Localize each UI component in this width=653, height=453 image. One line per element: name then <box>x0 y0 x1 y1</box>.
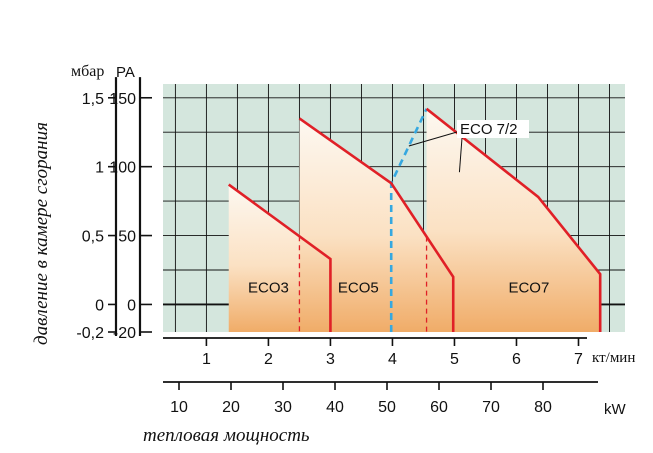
x-tick-label-kw: 10 <box>170 399 188 416</box>
y-tick-label-mbar: 0 <box>95 297 104 314</box>
x-axes: 1 2 3 4 5 6 7 10 20 30 40 50 60 70 80 <box>163 337 598 416</box>
x-tick-label-main: 4 <box>388 351 397 368</box>
series-line-0 <box>227 183 332 332</box>
x-tick-label-main: 3 <box>326 351 335 368</box>
x-tick-label-kw: 50 <box>378 399 396 416</box>
x-unit-main: кт/мин <box>592 350 635 366</box>
x-tick-label-kw: 70 <box>482 399 500 416</box>
y-unit-pa: PA <box>116 64 135 81</box>
x-tick-label-main: 1 <box>202 351 211 368</box>
y-unit-mbar: мбар <box>71 63 104 80</box>
x-tick-label-main: 7 <box>574 351 583 368</box>
y-tick-label-pa: -20 <box>113 325 136 342</box>
y-tick-label-pa: 50 <box>118 229 136 246</box>
annotation-eco72: ECO 7/2 <box>408 120 529 173</box>
series-label-2: ECO7 <box>508 279 549 296</box>
y-tick-label-mbar: 1,5 <box>82 91 104 108</box>
series-splits <box>298 236 428 332</box>
y-axis-title: давление в камере сгорания <box>31 122 52 345</box>
series-label-1: ECO5 <box>338 279 379 296</box>
y-axes: 150 100 50 0 -20 1,5 1 0,5 0 -0,2 <box>76 77 152 342</box>
x-tick-label-kw: 30 <box>274 399 292 416</box>
y-tick-label-pa: 0 <box>127 297 136 314</box>
x-tick-label-kw: 40 <box>326 399 344 416</box>
x-tick-label-main: 5 <box>450 351 459 368</box>
x-tick-label-kw: 60 <box>430 399 448 416</box>
series-labels: ECO3 ECO5 ECO7 <box>248 279 549 296</box>
annotation-leader-2 <box>458 137 463 173</box>
x-tick-label-kw: 20 <box>222 399 240 416</box>
x-tick-label-kw: 80 <box>534 399 552 416</box>
y-tick-label-mbar: 0,5 <box>82 229 104 246</box>
y-tick-label-pa: 100 <box>109 160 136 177</box>
y-tick-label-pa: 150 <box>109 91 136 108</box>
series-area-2 <box>426 108 601 332</box>
annotation-box <box>457 120 529 138</box>
y-tick-label-mbar: 1 <box>95 160 104 177</box>
series-label-0: ECO3 <box>248 279 289 296</box>
x-unit-kw: kW <box>604 401 627 418</box>
series-lines <box>227 107 602 332</box>
annotation-leader-1 <box>408 131 458 147</box>
series-area-1 <box>299 118 454 332</box>
series-line-2 <box>425 107 602 332</box>
x-tick-label-main: 2 <box>264 351 273 368</box>
x-axis-title: тепловая мощность <box>143 425 310 446</box>
annotation-text: ECO 7/2 <box>460 121 518 138</box>
series-areas <box>228 108 601 332</box>
series-line-1 <box>298 117 455 332</box>
y-tick-label-mbar: -0,2 <box>76 325 104 342</box>
x-tick-label-main: 6 <box>512 351 521 368</box>
